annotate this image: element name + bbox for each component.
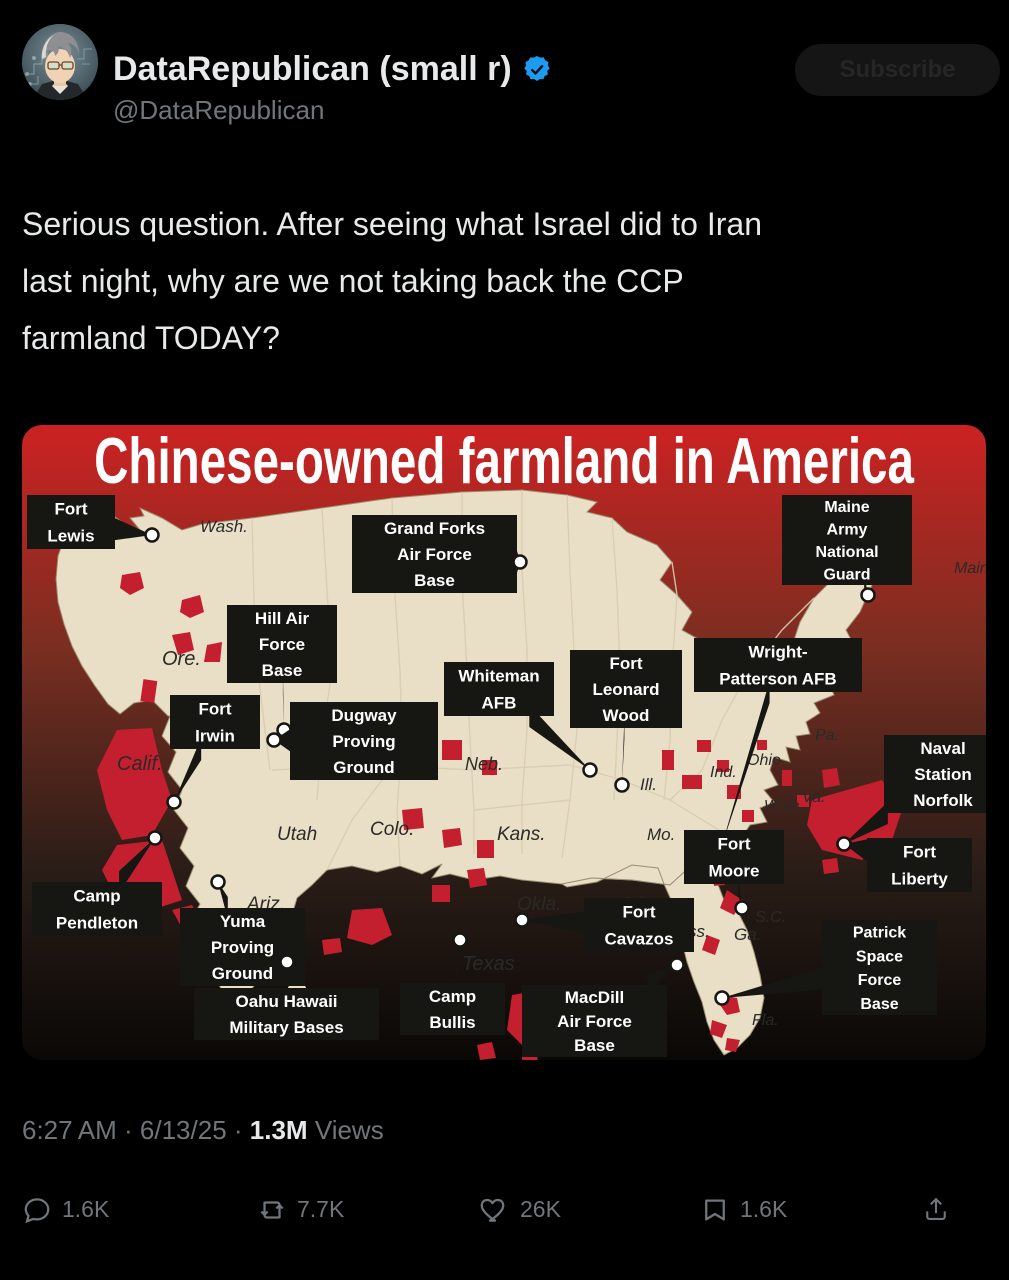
svg-text:Bullis: Bullis <box>429 1013 475 1032</box>
svg-text:Wood: Wood <box>603 706 650 725</box>
svg-text:Space: Space <box>856 948 903 965</box>
svg-text:Mo.: Mo. <box>647 825 675 844</box>
svg-text:Liberty: Liberty <box>891 870 948 889</box>
svg-text:Irwin: Irwin <box>195 727 235 746</box>
svg-text:Fort: Fort <box>609 654 642 673</box>
svg-text:Guard: Guard <box>823 567 870 584</box>
svg-text:Pendleton: Pendleton <box>56 914 138 933</box>
svg-text:Maine: Maine <box>824 499 869 516</box>
svg-text:Fort: Fort <box>198 700 231 719</box>
svg-text:National: National <box>815 544 878 561</box>
svg-text:Okla.: Okla. <box>517 894 561 915</box>
svg-text:Ga.: Ga. <box>734 925 761 944</box>
svg-text:Camp: Camp <box>73 887 120 906</box>
svg-text:Chinese-owned farmland in Amer: Chinese-owned farmland in America <box>94 425 915 498</box>
svg-text:Moore: Moore <box>709 862 760 881</box>
svg-text:Air Force: Air Force <box>557 1012 632 1031</box>
svg-text:Fort: Fort <box>903 843 936 862</box>
svg-text:Base: Base <box>574 1036 615 1055</box>
svg-text:Hill Air: Hill Air <box>255 609 310 628</box>
svg-text:Grand Forks: Grand Forks <box>384 519 485 538</box>
svg-text:Fort: Fort <box>622 903 655 922</box>
svg-text:Ore.: Ore. <box>162 648 201 670</box>
svg-text:Pa.: Pa. <box>815 727 839 744</box>
svg-text:Proving: Proving <box>211 938 274 957</box>
svg-text:Army: Army <box>827 522 868 539</box>
svg-text:Kans.: Kans. <box>497 824 546 845</box>
svg-text:Ground: Ground <box>333 758 394 777</box>
svg-text:W.Va.: W.Va. <box>764 797 804 814</box>
svg-text:Air Force: Air Force <box>397 545 472 564</box>
svg-text:Cavazos: Cavazos <box>605 930 674 949</box>
svg-text:Oahu Hawaii: Oahu Hawaii <box>235 992 337 1011</box>
svg-text:Base: Base <box>860 996 898 1013</box>
svg-text:Fla.: Fla. <box>752 1012 779 1029</box>
svg-text:Station: Station <box>914 765 972 784</box>
svg-text:Whiteman: Whiteman <box>458 667 539 686</box>
svg-text:Proving: Proving <box>332 732 395 751</box>
svg-text:Naval: Naval <box>920 739 965 758</box>
svg-text:Maine: Maine <box>954 560 986 577</box>
svg-text:Ill.: Ill. <box>640 775 657 794</box>
svg-text:Patterson AFB: Patterson AFB <box>719 670 836 689</box>
svg-text:Dugway: Dugway <box>331 706 397 725</box>
svg-text:Utah: Utah <box>277 824 317 845</box>
svg-text:Va.: Va. <box>802 789 825 806</box>
svg-text:Force: Force <box>259 635 305 654</box>
svg-text:Ground: Ground <box>212 964 273 983</box>
svg-text:Base: Base <box>262 661 303 680</box>
svg-text:Fort: Fort <box>717 835 750 854</box>
svg-text:Base: Base <box>414 571 455 590</box>
svg-text:Calif.: Calif. <box>117 753 163 775</box>
svg-text:Neb.: Neb. <box>465 754 503 774</box>
svg-text:Colo.: Colo. <box>370 819 414 840</box>
svg-text:Military Bases: Military Bases <box>229 1018 343 1037</box>
svg-text:MacDill: MacDill <box>565 988 625 1007</box>
svg-text:AFB: AFB <box>482 694 517 713</box>
svg-text:Camp: Camp <box>429 987 476 1006</box>
svg-text:Fort: Fort <box>54 500 87 519</box>
svg-text:Leonard: Leonard <box>592 680 659 699</box>
svg-text:Wash.: Wash. <box>200 517 248 536</box>
svg-text:Lewis: Lewis <box>47 527 94 546</box>
svg-text:Ind.: Ind. <box>710 764 737 781</box>
svg-text:Patrick: Patrick <box>853 925 906 942</box>
svg-text:S.C.: S.C. <box>755 909 786 926</box>
svg-text:Force: Force <box>858 972 902 989</box>
svg-text:Norfolk: Norfolk <box>913 791 973 810</box>
svg-text:Wright-: Wright- <box>748 643 807 662</box>
svg-text:Yuma: Yuma <box>220 912 266 931</box>
svg-text:Texas: Texas <box>462 953 515 975</box>
